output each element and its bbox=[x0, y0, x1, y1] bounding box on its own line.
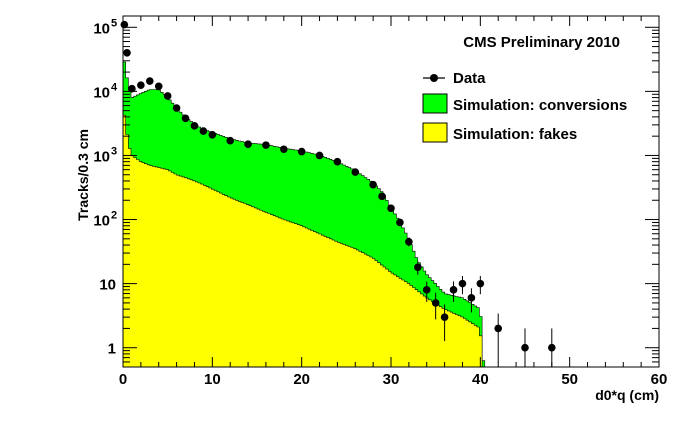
data-point bbox=[333, 157, 342, 166]
x-tick-label: 0 bbox=[119, 371, 127, 388]
y-tick-label: 10 bbox=[93, 20, 110, 37]
data-point bbox=[414, 263, 422, 272]
plot-area bbox=[120, 20, 556, 368]
data-point bbox=[521, 343, 529, 352]
data-point bbox=[280, 145, 288, 154]
y-tick-label: 10 bbox=[99, 277, 116, 294]
data-point bbox=[190, 122, 199, 130]
legend: Data Simulation: conversions Simulation:… bbox=[422, 70, 627, 143]
legend-label-fakes: Simulation: fakes bbox=[453, 126, 577, 143]
data-point bbox=[431, 299, 440, 307]
data-point bbox=[458, 279, 467, 288]
data-point bbox=[449, 286, 458, 294]
y-tick-exponent: 4 bbox=[111, 81, 118, 93]
data-point bbox=[422, 286, 431, 294]
legend-item-fakes: Simulation: fakes bbox=[422, 122, 577, 143]
axis-ticks-layer bbox=[122, 16, 660, 367]
legend-label-data: Data bbox=[453, 70, 486, 87]
data-point bbox=[476, 279, 485, 288]
data-point bbox=[128, 84, 136, 93]
legend-item-conversions: Simulation: conversions bbox=[422, 93, 627, 114]
data-point bbox=[120, 20, 129, 29]
y-tick-exponent: 3 bbox=[111, 145, 117, 157]
data-point bbox=[440, 313, 449, 321]
x-tick-label: 60 bbox=[651, 371, 668, 388]
data-point bbox=[262, 141, 270, 149]
data-point bbox=[494, 324, 503, 333]
x-tick-label: 30 bbox=[383, 371, 400, 388]
data-point bbox=[137, 81, 145, 89]
data-point bbox=[467, 294, 476, 302]
data-point bbox=[199, 127, 208, 135]
y-tick-label: 10 bbox=[93, 213, 110, 230]
x-tick-label: 40 bbox=[472, 371, 489, 388]
data-point bbox=[378, 192, 386, 201]
legend-item-data: Data bbox=[423, 70, 486, 87]
data-point bbox=[548, 343, 556, 352]
data-point bbox=[154, 82, 163, 91]
x-tick-label: 20 bbox=[293, 371, 310, 388]
data-point bbox=[146, 77, 154, 85]
data-point bbox=[405, 237, 413, 246]
y-tick-exponent: 2 bbox=[111, 210, 117, 222]
y-tick-exponent: 5 bbox=[111, 17, 117, 29]
data-point bbox=[315, 151, 324, 160]
data-point bbox=[244, 140, 252, 148]
data-point bbox=[181, 114, 190, 123]
x-axis-title: d0*q (cm) bbox=[595, 387, 659, 403]
data-point bbox=[387, 204, 395, 213]
data-point bbox=[226, 136, 234, 145]
data-point bbox=[369, 180, 377, 189]
data-point bbox=[172, 104, 181, 112]
x-tick-label: 10 bbox=[204, 371, 221, 388]
y-tick-label: 10 bbox=[93, 148, 110, 165]
y-tick-label: 10 bbox=[93, 84, 110, 101]
legend-swatch-fakes bbox=[422, 122, 448, 143]
legend-data-marker bbox=[430, 74, 438, 82]
data-point bbox=[163, 92, 172, 100]
x-tick-labels: 0 10 20 30 40 50 60 bbox=[119, 371, 668, 388]
chart-header: CMS Preliminary 2010 bbox=[463, 34, 620, 51]
data-point bbox=[396, 218, 404, 227]
data-point bbox=[208, 131, 217, 139]
legend-label-conversions: Simulation: conversions bbox=[453, 97, 627, 114]
data-point bbox=[351, 168, 360, 176]
legend-swatch-conversions bbox=[422, 93, 448, 114]
y-tick-label: 1 bbox=[108, 341, 116, 358]
x-tick-label: 50 bbox=[561, 371, 578, 388]
data-point bbox=[297, 147, 306, 156]
y-axis-title: Tracks/0.3 cm bbox=[75, 129, 91, 221]
